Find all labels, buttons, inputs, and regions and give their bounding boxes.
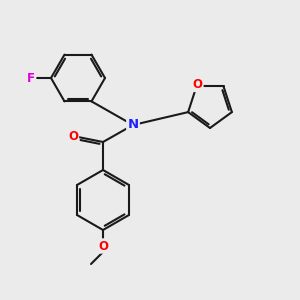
Text: N: N [128,118,139,131]
Text: O: O [68,130,78,142]
Text: O: O [98,239,108,253]
Text: F: F [27,71,35,85]
Text: O: O [193,78,202,91]
